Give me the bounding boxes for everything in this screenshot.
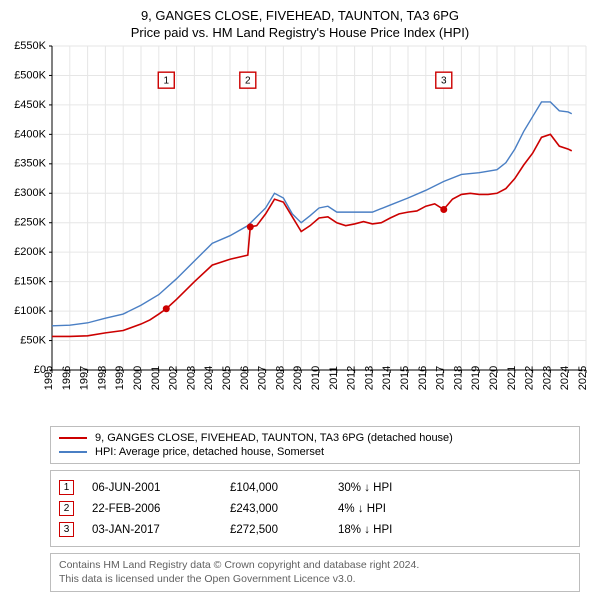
sale-row-3: 3 03-JAN-2017 £272,500 18% ↓ HPI — [59, 519, 571, 540]
svg-text:2014: 2014 — [381, 366, 393, 390]
svg-text:1999: 1999 — [114, 366, 126, 390]
legend-swatch — [59, 451, 87, 453]
svg-text:2023: 2023 — [541, 366, 553, 390]
svg-text:3: 3 — [441, 75, 447, 86]
legend-label: HPI: Average price, detached house, Some… — [95, 446, 324, 458]
svg-text:2005: 2005 — [221, 366, 233, 390]
svg-text:2010: 2010 — [310, 366, 322, 390]
svg-text:1997: 1997 — [79, 366, 91, 390]
svg-text:2004: 2004 — [203, 366, 215, 390]
title-line1: 9, GANGES CLOSE, FIVEHEAD, TAUNTON, TA3 … — [0, 8, 600, 23]
svg-text:2020: 2020 — [488, 366, 500, 390]
svg-text:£450K: £450K — [14, 99, 46, 111]
sale-point-1 — [163, 305, 170, 312]
sale-row-marker: 3 — [59, 522, 74, 537]
sale-point-2 — [247, 223, 254, 230]
chart-titles: 9, GANGES CLOSE, FIVEHEAD, TAUNTON, TA3 … — [0, 0, 600, 40]
legend-item-0: 9, GANGES CLOSE, FIVEHEAD, TAUNTON, TA3 … — [59, 431, 571, 445]
svg-text:£500K: £500K — [14, 69, 46, 81]
sale-date: 03-JAN-2017 — [92, 524, 212, 536]
svg-text:2002: 2002 — [168, 366, 180, 390]
svg-text:1995: 1995 — [43, 366, 55, 390]
sale-price: £104,000 — [230, 482, 320, 494]
footer-line1: Contains HM Land Registry data © Crown c… — [59, 559, 571, 573]
sale-point-3 — [440, 206, 447, 213]
price-chart: £0£50K£100K£150K£200K£250K£300K£350K£400… — [0, 40, 600, 420]
svg-text:2009: 2009 — [292, 366, 304, 390]
legend-item-1: HPI: Average price, detached house, Some… — [59, 445, 571, 459]
svg-text:2001: 2001 — [150, 366, 162, 390]
sale-row-marker: 2 — [59, 501, 74, 516]
svg-text:2018: 2018 — [452, 366, 464, 390]
svg-text:2019: 2019 — [470, 366, 482, 390]
sale-row-2: 2 22-FEB-2006 £243,000 4% ↓ HPI — [59, 498, 571, 519]
svg-text:2015: 2015 — [399, 366, 411, 390]
svg-text:£300K: £300K — [14, 187, 46, 199]
sale-price: £272,500 — [230, 524, 320, 536]
svg-text:£400K: £400K — [14, 128, 46, 140]
sale-price: £243,000 — [230, 503, 320, 515]
sale-row-marker: 1 — [59, 480, 74, 495]
svg-text:2006: 2006 — [239, 366, 251, 390]
footer-attribution: Contains HM Land Registry data © Crown c… — [50, 553, 580, 592]
svg-text:2008: 2008 — [274, 366, 286, 390]
svg-text:2012: 2012 — [346, 366, 358, 390]
chart-area: £0£50K£100K£150K£200K£250K£300K£350K£400… — [0, 40, 600, 420]
sale-diff: 30% ↓ HPI — [338, 482, 448, 494]
svg-text:1996: 1996 — [61, 366, 73, 390]
svg-text:2021: 2021 — [506, 366, 518, 390]
svg-text:£150K: £150K — [14, 276, 46, 288]
svg-text:£50K: £50K — [20, 334, 46, 346]
title-line2: Price paid vs. HM Land Registry's House … — [0, 25, 600, 40]
svg-text:2: 2 — [245, 75, 251, 86]
svg-text:£100K: £100K — [14, 305, 46, 317]
sale-row-1: 1 06-JUN-2001 £104,000 30% ↓ HPI — [59, 477, 571, 498]
legend-swatch — [59, 437, 87, 439]
legend-label: 9, GANGES CLOSE, FIVEHEAD, TAUNTON, TA3 … — [95, 432, 453, 444]
svg-text:2024: 2024 — [559, 366, 571, 390]
svg-text:£200K: £200K — [14, 246, 46, 258]
svg-text:£550K: £550K — [14, 40, 46, 52]
svg-text:2000: 2000 — [132, 366, 144, 390]
svg-text:2016: 2016 — [417, 366, 429, 390]
sale-date: 22-FEB-2006 — [92, 503, 212, 515]
sale-date: 06-JUN-2001 — [92, 482, 212, 494]
svg-text:1: 1 — [163, 75, 169, 86]
svg-text:1998: 1998 — [96, 366, 108, 390]
svg-text:£350K: £350K — [14, 158, 46, 170]
svg-text:2013: 2013 — [363, 366, 375, 390]
svg-text:2022: 2022 — [524, 366, 536, 390]
svg-text:2017: 2017 — [435, 366, 447, 390]
sales-table: 1 06-JUN-2001 £104,000 30% ↓ HPI 2 22-FEB-200… — [50, 470, 580, 547]
svg-text:2025: 2025 — [577, 366, 589, 390]
svg-text:£250K: £250K — [14, 217, 46, 229]
footer-line2: This data is licensed under the Open Gov… — [59, 573, 571, 587]
sale-diff: 4% ↓ HPI — [338, 503, 448, 515]
sale-diff: 18% ↓ HPI — [338, 524, 448, 536]
svg-text:2003: 2003 — [185, 366, 197, 390]
legend: 9, GANGES CLOSE, FIVEHEAD, TAUNTON, TA3 … — [50, 426, 580, 464]
svg-text:2007: 2007 — [257, 366, 269, 390]
